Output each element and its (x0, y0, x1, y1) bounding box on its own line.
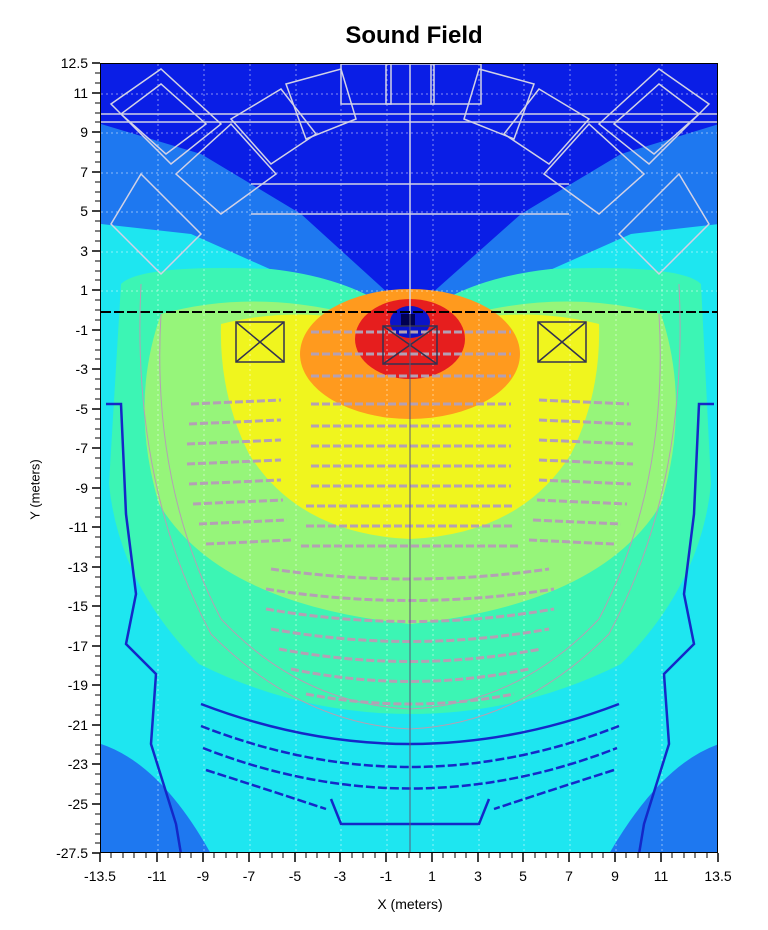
y-tick-label: 9 (80, 124, 88, 140)
x-tick-label: -9 (196, 868, 210, 884)
sound-field-heatmap (100, 63, 718, 853)
y-tick-label: -21 (67, 717, 88, 733)
x-tick-label: 7 (565, 868, 573, 884)
x-tick-label: -3 (333, 868, 347, 884)
y-tick-label: -17 (67, 638, 88, 654)
y-tick-label: -5 (75, 401, 88, 417)
chart-title: Sound Field (345, 22, 483, 49)
y-tick-label: 1 (80, 282, 88, 298)
heatmap-canvas (101, 64, 717, 852)
x-tick-label: -11 (147, 868, 167, 884)
y-tick-label: -19 (67, 677, 88, 693)
y-tick-label: 5 (80, 203, 88, 219)
y-tick-label: 7 (80, 164, 88, 180)
y-axis-title: Y (meters) (27, 459, 43, 520)
x-tick-label: -13.5 (84, 868, 116, 884)
y-tick-label: -25 (67, 796, 88, 812)
y-tick-label: -27.5 (56, 845, 88, 861)
y-tick-label: -15 (67, 598, 88, 614)
y-tick-label: 12.5 (60, 55, 88, 71)
x-tick-label: 5 (519, 868, 527, 884)
x-tick-label: 11 (653, 868, 669, 884)
x-tick-label: 9 (611, 868, 619, 884)
y-tick-label: -11 (68, 519, 88, 535)
y-tick-label: 3 (80, 243, 88, 259)
y-tick-label: -1 (75, 322, 88, 338)
x-tick-label: 13.5 (704, 868, 732, 884)
y-tick-label: -3 (75, 361, 88, 377)
x-tick-label: -1 (379, 868, 393, 884)
y-tick-label: -9 (75, 480, 88, 496)
x-axis-title: X (meters) (377, 896, 443, 912)
x-tick-label: -7 (242, 868, 256, 884)
y-tick-label: -23 (67, 756, 88, 772)
y-tick-label: -13 (67, 559, 88, 575)
x-tick-label: 3 (474, 868, 482, 884)
y-tick-label: -7 (75, 440, 88, 456)
x-tick-label: -5 (288, 868, 302, 884)
x-tick-label: 1 (428, 868, 436, 884)
y-tick-label: 11 (73, 85, 88, 101)
